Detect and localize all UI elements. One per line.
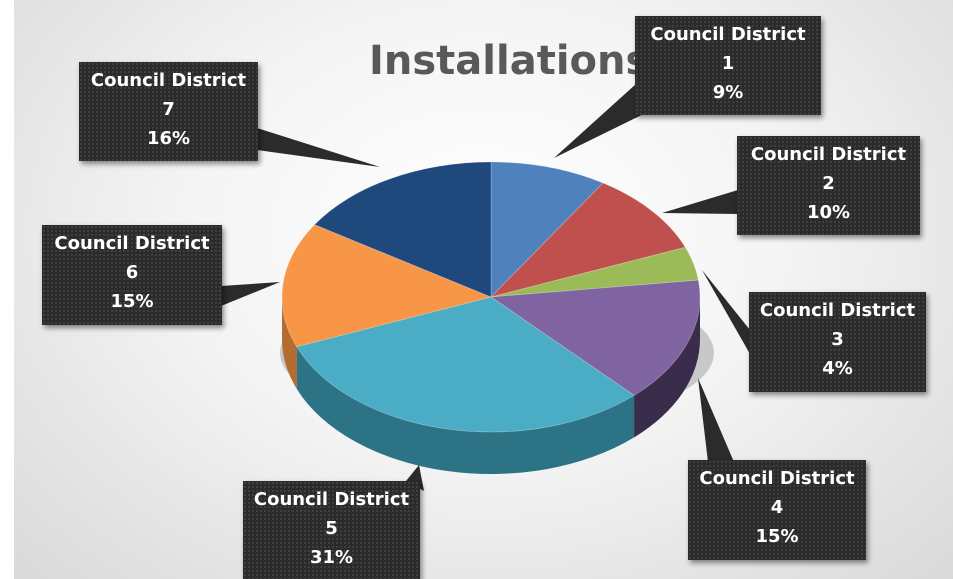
data-label-percent: 15%	[110, 291, 154, 312]
label-leader-lines	[221, 75, 750, 491]
data-label-district-6: Council District 6 15%	[42, 225, 222, 325]
data-label-name: Council District	[650, 24, 806, 45]
data-label-percent: 31%	[309, 547, 354, 568]
pie-side-district-4	[634, 297, 700, 438]
data-label-percent: 10%	[806, 202, 851, 223]
leader-line-district-3	[702, 270, 750, 354]
pie-slice-district-7	[313, 161, 492, 298]
data-label-number: 3	[831, 329, 844, 350]
data-label-name: Council District	[699, 468, 855, 489]
data-label-percent: 16%	[146, 128, 191, 149]
pie-chart	[221, 75, 750, 491]
data-label-number: 5	[325, 518, 338, 539]
data-label-percent: 4%	[822, 358, 853, 379]
pie-slice-district-5	[296, 296, 635, 433]
pie-slice-district-4	[489, 279, 701, 396]
leader-line-district-2	[662, 190, 738, 214]
leader-line-district-6	[221, 282, 280, 306]
leader-line-district-4	[698, 378, 734, 462]
data-label-district-7: Council District 7 16%	[79, 62, 258, 161]
pie-slice-district-1	[490, 161, 604, 298]
data-label-name: Council District	[253, 489, 410, 510]
chart-title: Installations	[369, 38, 650, 84]
data-label-district-2: Council District 2 10%	[737, 136, 920, 235]
data-label-name: Council District	[90, 70, 247, 91]
data-label-district-1: Council District 1 9%	[635, 16, 821, 115]
data-label-number: 4	[770, 497, 784, 518]
data-label-district-5: Council District 5 31%	[243, 481, 420, 579]
data-label-name: Council District	[54, 233, 210, 254]
data-label-name: Council District	[750, 144, 907, 165]
pie-side-walls	[282, 297, 700, 474]
data-label-number: 6	[125, 262, 139, 283]
pie-slice-district-6	[281, 224, 493, 348]
pie-slice-district-2	[489, 182, 686, 298]
data-label-number: 7	[162, 99, 175, 120]
data-label-percent: 15%	[755, 526, 799, 547]
data-label-name: Council District	[759, 300, 916, 321]
data-label-number: 1	[721, 53, 735, 74]
data-label-percent: 9%	[712, 82, 744, 103]
pie-slice-district-3	[490, 246, 699, 298]
pie-side-district-6	[282, 297, 297, 389]
leader-line-district-7	[257, 128, 380, 167]
pie-top-faces	[281, 161, 701, 433]
chart-area: Installations Council District 1 9% Coun…	[14, 0, 953, 579]
data-label-district-3: Council District 3 4%	[749, 292, 926, 392]
pie-side-district-5	[296, 346, 635, 474]
data-label-district-4: Council District 4 15%	[688, 460, 866, 560]
data-label-number: 2	[822, 173, 835, 194]
